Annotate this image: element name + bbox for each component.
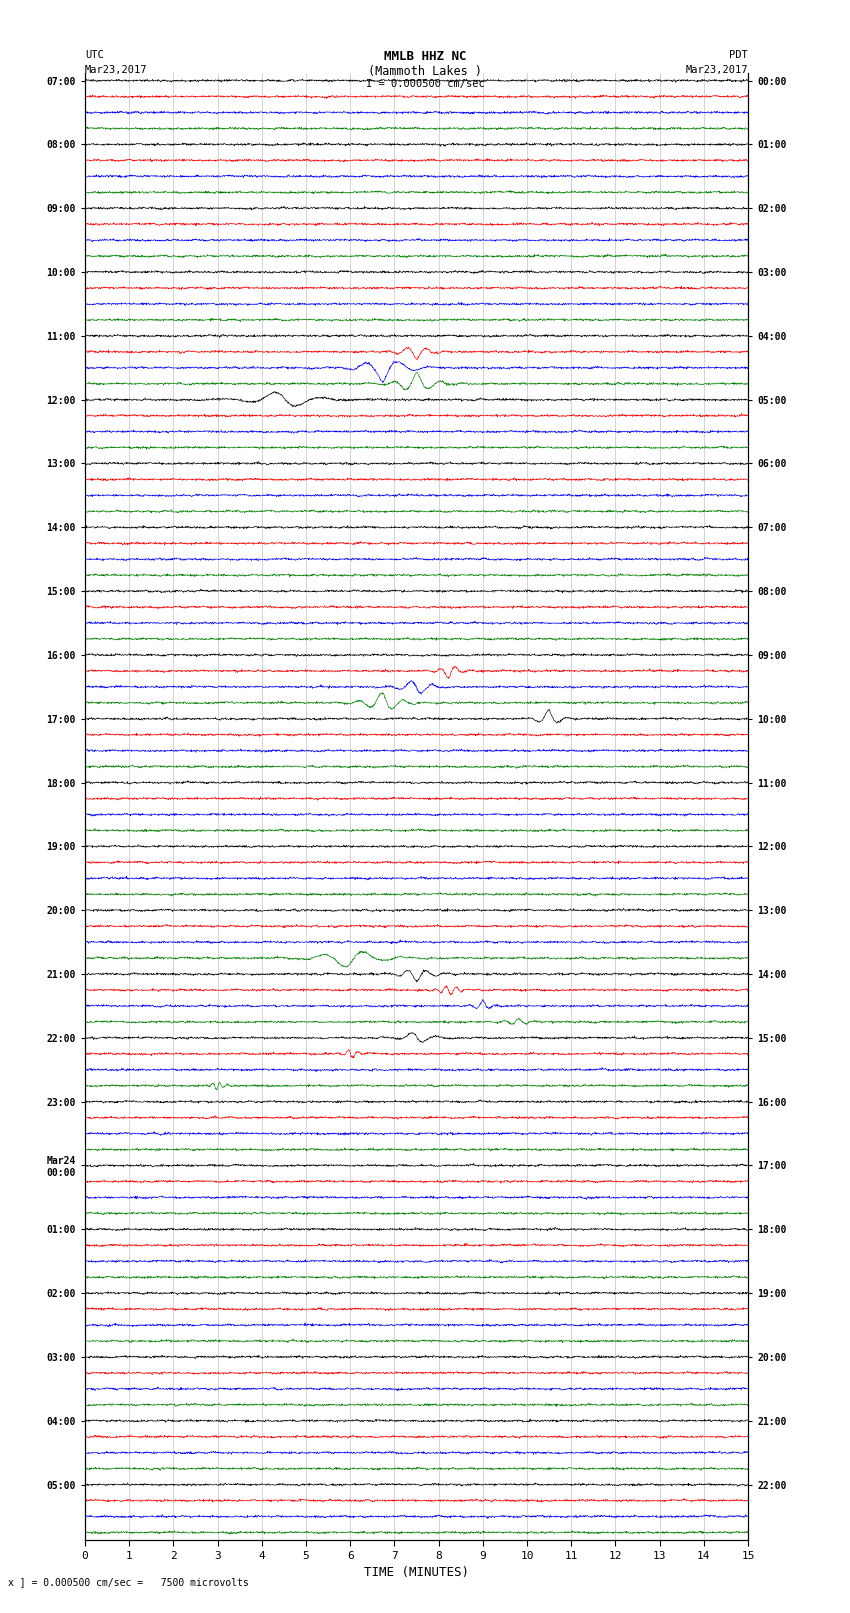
Text: Mar23,2017: Mar23,2017: [85, 65, 148, 74]
Text: MMLB HHZ NC: MMLB HHZ NC: [383, 50, 467, 63]
X-axis label: TIME (MINUTES): TIME (MINUTES): [364, 1566, 469, 1579]
Text: PDT: PDT: [729, 50, 748, 60]
Text: Mar23,2017: Mar23,2017: [685, 65, 748, 74]
Text: I = 0.000500 cm/sec: I = 0.000500 cm/sec: [366, 79, 484, 89]
Text: (Mammoth Lakes ): (Mammoth Lakes ): [368, 65, 482, 77]
Text: x ] = 0.000500 cm/sec =   7500 microvolts: x ] = 0.000500 cm/sec = 7500 microvolts: [8, 1578, 249, 1587]
Text: UTC: UTC: [85, 50, 104, 60]
